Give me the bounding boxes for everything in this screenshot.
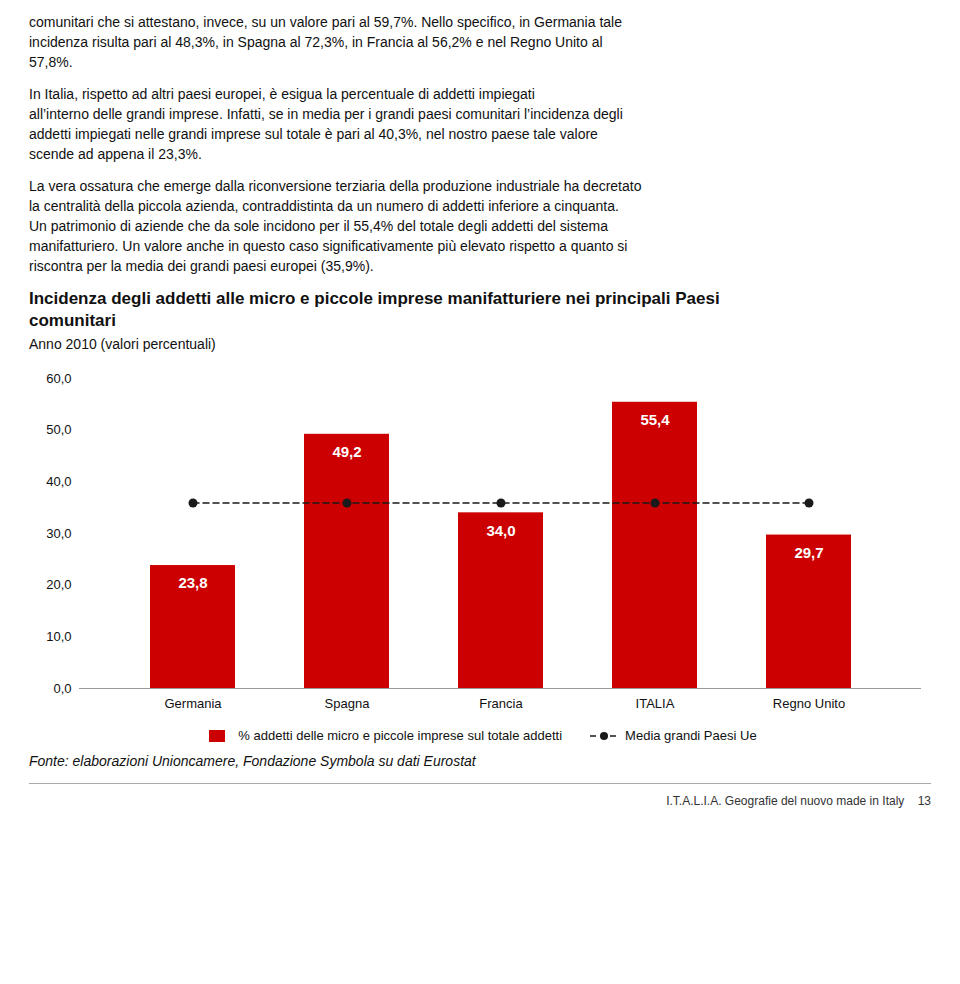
- svg-text:60,0: 60,0: [46, 371, 71, 386]
- svg-text:Spagna: Spagna: [325, 696, 371, 711]
- svg-text:49,2: 49,2: [332, 443, 361, 460]
- svg-text:50,0: 50,0: [46, 422, 71, 437]
- svg-text:Germania: Germania: [164, 696, 222, 711]
- svg-text:20,0: 20,0: [46, 577, 71, 592]
- svg-text:0,0: 0,0: [53, 681, 71, 696]
- html-text:Fonte: elaborazioni Unioncamer: Fonte: elaborazioni Unioncamere, Fondazi…: [29, 753, 476, 769]
- svg-text:29,7: 29,7: [794, 544, 823, 561]
- html-text:In Italia, rispetto ad altri p: In Italia, rispetto ad altri paesi europ…: [29, 86, 623, 162]
- svg-text:23,8: 23,8: [178, 574, 207, 591]
- html-text:Anno 2010 (valori percentuali): Anno 2010 (valori percentuali): [29, 336, 216, 352]
- svg-text:ITALIA: ITALIA: [636, 696, 675, 711]
- svg-text:Francia: Francia: [479, 696, 523, 711]
- svg-text:Regno Unito: Regno Unito: [773, 696, 845, 711]
- html-text:comunitari che si attestano, i: comunitari che si attestano, invece, su …: [29, 14, 622, 70]
- svg-text:34,0: 34,0: [486, 522, 515, 539]
- html-text:% addetti delle micro e piccol: % addetti delle micro e piccole imprese …: [238, 728, 563, 743]
- html-text:I.T.A.L.I.A. Geografie del nuo: I.T.A.L.I.A. Geografie del nuovo made in…: [666, 794, 931, 808]
- svg-text:10,0: 10,0: [46, 629, 71, 644]
- html-text:Media grandi Paesi Ue: Media grandi Paesi Ue: [625, 728, 757, 743]
- svg-text:55,4: 55,4: [640, 411, 670, 428]
- svg-text:30,0: 30,0: [46, 526, 71, 541]
- html-text:La vera ossatura che emerge da: La vera ossatura che emerge dalla riconv…: [29, 178, 642, 274]
- html-text:Incidenza degli addetti alle m: Incidenza degli addetti alle micro e pic…: [29, 289, 720, 330]
- svg-text:40,0: 40,0: [46, 474, 71, 489]
